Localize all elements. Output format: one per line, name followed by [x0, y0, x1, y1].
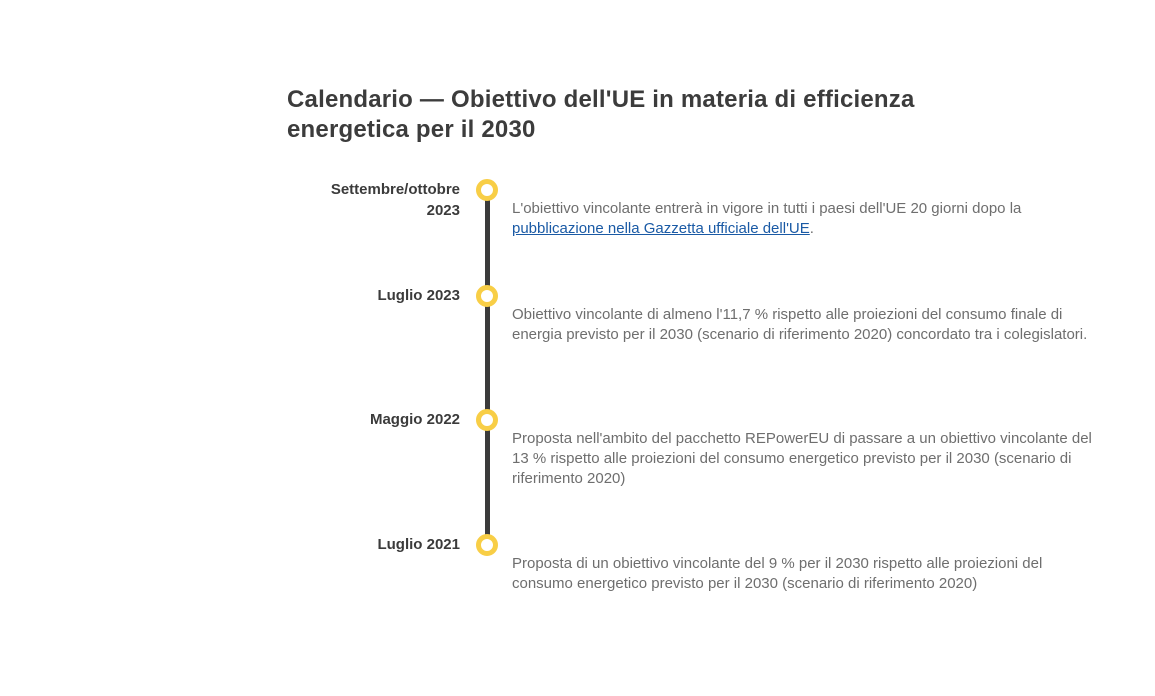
timeline-date-sep-oct-2023: Settembre/ottobre 2023 [330, 181, 460, 219]
timeline-marker-icon [476, 285, 498, 307]
timeline-date-luglio-2023: Luglio 2023 [377, 287, 460, 304]
timeline-date-luglio-2021: Luglio 2021 [377, 536, 460, 553]
timeline-description: Proposta di un obiettivo vincolante del … [512, 555, 1043, 592]
timeline-marker-icon [476, 409, 498, 431]
timeline-date-maggio-2022: Maggio 2022 [369, 411, 460, 428]
timeline-description: L'obiettivo vincolante entrerà in vigore… [512, 199, 1100, 239]
page-title: Calendario — Obiettivo dell'UE in materi… [287, 86, 915, 143]
timeline-text-after-link: . [809, 220, 814, 237]
timeline-text: L'obiettivo vincolante entrerà in vigore… [512, 200, 1022, 217]
timeline-marker-icon [476, 534, 498, 556]
timeline-marker-icon [476, 179, 498, 201]
timeline-description: Proposta nell'ambito del pacchetto REPow… [512, 430, 1092, 487]
timeline-line [485, 190, 490, 545]
timeline-description: Obiettivo vincolante di almeno l'11,7 % … [512, 306, 1088, 343]
gazette-publication-link[interactable]: pubblicazione nella Gazzetta ufficiale d… [512, 220, 810, 237]
